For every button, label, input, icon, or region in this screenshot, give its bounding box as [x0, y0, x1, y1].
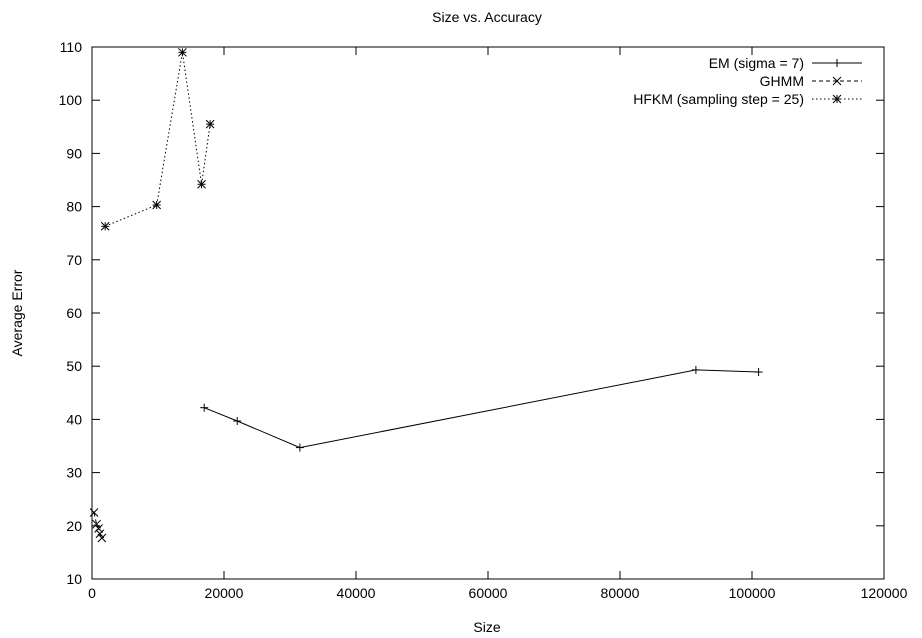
series-1 [89, 508, 107, 543]
data-point [295, 443, 304, 452]
data-point [152, 200, 162, 210]
data-point [197, 179, 206, 189]
y-tick-label: 10 [66, 571, 82, 587]
series-line [204, 369, 759, 449]
legend-label: HFKM (sampling step = 25) [633, 91, 804, 107]
legend-marker [832, 76, 842, 86]
legend-marker [832, 94, 842, 104]
y-tick-label: 40 [66, 411, 82, 427]
y-tick-label: 110 [60, 39, 83, 55]
axis-ticks: 0 20000 40000 60000 80000 100000 120000 10 20 30 4… [59, 39, 908, 601]
data-point [200, 403, 209, 412]
x-tick-label: 0 [88, 585, 96, 601]
y-tick-label: 20 [66, 518, 82, 534]
series-line [105, 52, 211, 227]
legend-marker [833, 59, 841, 67]
data-point [233, 416, 242, 425]
x-tick-label: 60000 [469, 585, 508, 601]
y-tick-label: 30 [66, 465, 82, 481]
data-point [95, 529, 105, 539]
data-point [89, 508, 99, 517]
plot-frame [91, 46, 885, 580]
legend-label: GHMM [760, 73, 804, 89]
data-point [100, 221, 110, 231]
y-axis-label: Average Error [9, 269, 25, 356]
y-tick-label: 100 [59, 92, 83, 108]
y-tick-label: 60 [66, 305, 82, 321]
y-tick-label: 90 [66, 145, 82, 161]
legend: EM (sigma = 7) GHMM HFKM (sampling step = … [633, 55, 862, 107]
chart-title: Size vs. Accuracy [432, 9, 542, 25]
series-2 [100, 47, 215, 231]
data-point [94, 524, 103, 533]
x-tick-label: 20000 [205, 585, 244, 601]
series-0 [200, 365, 763, 452]
data-point [205, 119, 215, 129]
data-point [691, 365, 700, 374]
x-tick-label: 40000 [337, 585, 376, 601]
data-point [178, 47, 187, 57]
x-tick-label: 120000 [861, 585, 908, 601]
legend-label: EM (sigma = 7) [709, 55, 804, 71]
y-tick-label: 50 [66, 358, 82, 374]
y-tick-label: 80 [66, 199, 82, 215]
data-point [754, 368, 763, 377]
y-tick-label: 70 [66, 252, 82, 268]
x-tick-label: 80000 [601, 585, 640, 601]
data-point [97, 533, 107, 543]
data-point [92, 519, 101, 529]
x-tick-label: 100000 [729, 585, 776, 601]
series-layer [89, 47, 763, 543]
x-axis-label: Size [473, 619, 500, 635]
